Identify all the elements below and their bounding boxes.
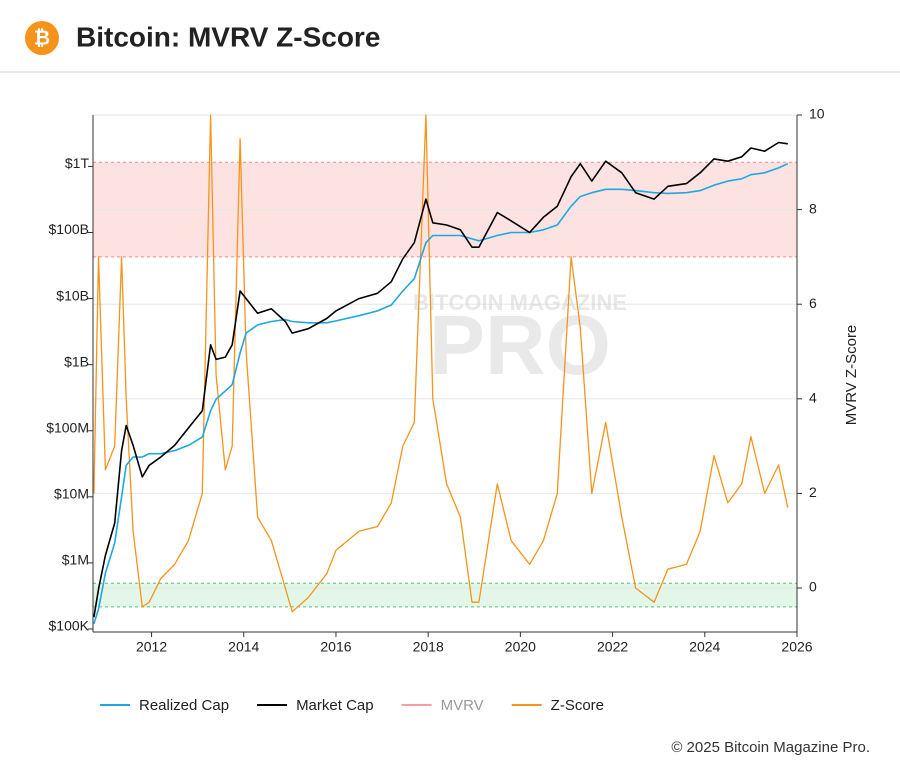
- y-tick-label: $100K: [49, 618, 90, 634]
- y-tick-label: $1T: [65, 155, 90, 171]
- legend-label: Realized Cap: [139, 697, 229, 714]
- series-line: [93, 162, 789, 624]
- x-tick-label: 2026: [781, 639, 812, 655]
- y2-tick-label: 0: [809, 579, 817, 595]
- x-tick-label: 2014: [228, 639, 259, 655]
- x-tick-label: 2018: [413, 639, 444, 655]
- y2-axis-title: MVRV Z-Score: [843, 325, 860, 426]
- y2-tick-label: 6: [809, 295, 817, 311]
- series-line: [93, 141, 788, 618]
- y2-tick-label: 4: [809, 390, 817, 406]
- legend-label: MVRV: [441, 697, 484, 714]
- y-tick-label: $10B: [56, 287, 89, 303]
- y2-tick-label: 8: [809, 200, 817, 216]
- footer: © 2025 Bitcoin Magazine Pro.: [671, 739, 870, 756]
- watermark-top: BITCOIN MAGAZINE: [413, 290, 627, 315]
- watermark-main: PRO: [429, 298, 611, 392]
- x-tick-label: 2022: [597, 639, 628, 655]
- y-tick-label: $1M: [62, 552, 89, 568]
- legend-label: Market Cap: [296, 697, 374, 714]
- y-tick-label: $10M: [54, 486, 89, 502]
- y2-tick-label: 2: [809, 484, 817, 500]
- x-tick-label: 2020: [505, 639, 536, 655]
- series-line: [93, 114, 789, 613]
- plot-area: [93, 114, 789, 624]
- chart-title: Bitcoin: MVRV Z-Score: [76, 21, 380, 52]
- x-tick-label: 2016: [320, 639, 351, 655]
- bitcoin-icon: [25, 21, 59, 55]
- icon-glyph: ₿: [34, 27, 50, 49]
- legend-label: Z-Score: [551, 697, 604, 714]
- y-tick-label: $100B: [49, 221, 89, 237]
- x-tick-label: 2024: [689, 639, 720, 655]
- x-tick-label: 2012: [136, 639, 167, 655]
- y-tick-label: $1B: [64, 353, 89, 369]
- y2-tick-label: 10: [809, 106, 825, 122]
- y-tick-label: $100M: [46, 419, 89, 435]
- zone-band: [93, 583, 797, 607]
